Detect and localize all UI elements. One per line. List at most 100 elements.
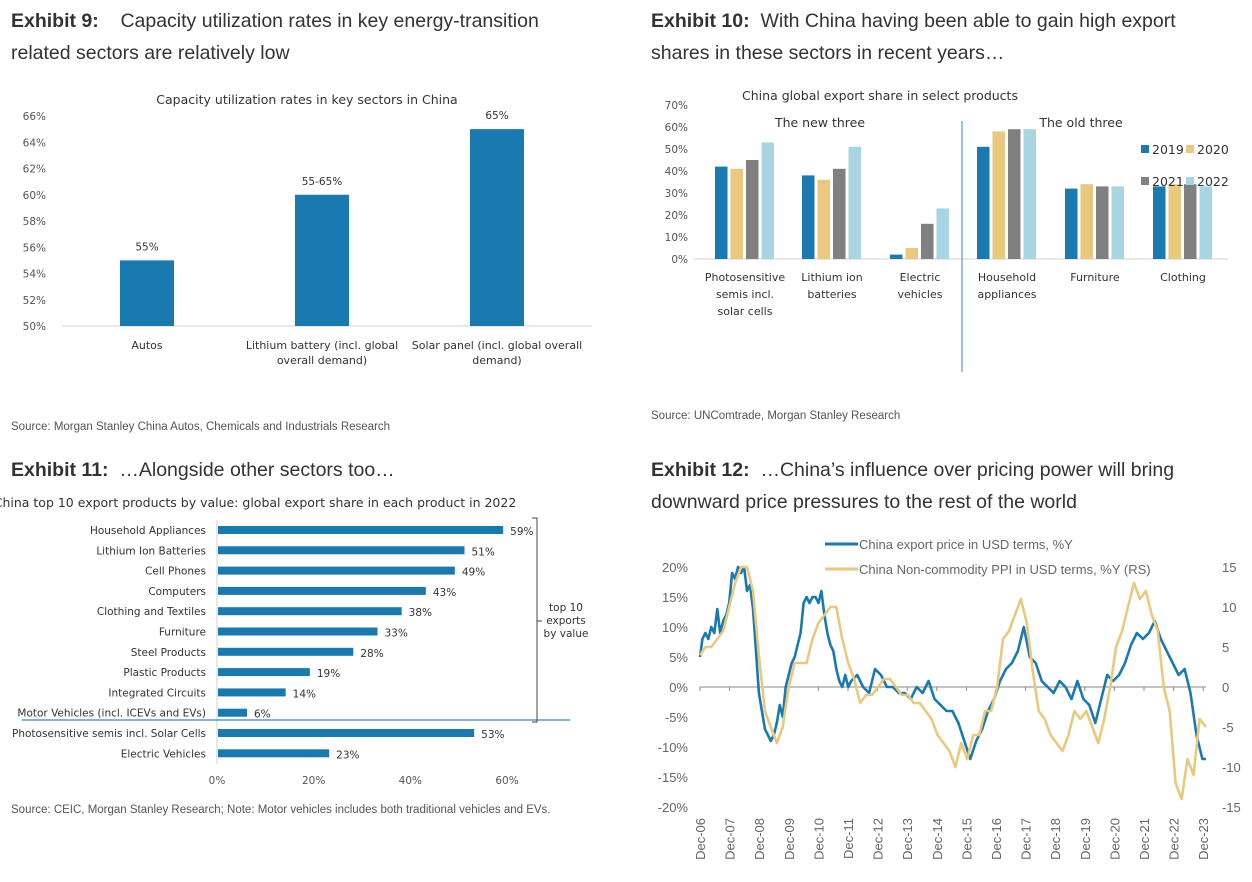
e11-bar <box>218 749 330 758</box>
e11-data-label: 6% <box>254 709 271 721</box>
e10-category-label: semis incl. <box>716 288 774 301</box>
e11-bar <box>218 688 286 697</box>
e9-chart-title: Capacity utilization rates in key sector… <box>156 92 457 107</box>
exhibit-11-source: Source: CEIC, Morgan Stanley Research; N… <box>11 804 551 816</box>
e10-bar-2020 <box>1080 184 1093 259</box>
e12-x-tick-label: Dec-09 <box>782 818 797 860</box>
e11-bar <box>218 566 455 575</box>
e12-right-tick-label: 15 <box>1222 560 1236 575</box>
e11-bar <box>218 546 465 555</box>
e11-data-label: 38% <box>409 607 432 619</box>
e11-chart-title: China top 10 export products by value: g… <box>0 495 516 510</box>
exhibit-10-title-line1: With China having been able to gain high… <box>760 10 1176 32</box>
e9-category-label: Autos <box>131 339 163 352</box>
e12-x-tick-label: Dec-22 <box>1167 818 1182 860</box>
e10-category-label: Lithium ion <box>801 271 862 284</box>
e11-bar <box>218 668 310 677</box>
e11-category-label: Clothing and Textiles <box>97 606 206 618</box>
e10-y-tick-label: 20% <box>665 210 688 222</box>
e10-y-tick-label: 10% <box>665 232 688 244</box>
e9-data-label: 65% <box>485 110 508 122</box>
e10-bar-2022 <box>848 146 861 259</box>
e11-x-tick-label: 40% <box>399 775 422 787</box>
e9-y-tick-label: 66% <box>23 111 46 123</box>
exhibit-10-heading: Exhibit 10: With China having been able … <box>651 5 1176 69</box>
exhibit-11-label: Exhibit 11: <box>11 459 109 481</box>
e10-y-tick-label: 30% <box>665 188 688 200</box>
e11-bar <box>218 708 247 717</box>
e10-legend-swatch-2020 <box>1186 145 1194 153</box>
e10-bar-2019 <box>1153 186 1166 259</box>
e11-data-label: 53% <box>481 729 504 741</box>
e10-category-label: solar cells <box>718 305 773 318</box>
e12-left-tick-label: 5% <box>669 650 688 665</box>
e10-bar-2019 <box>977 146 990 259</box>
e10-category-label: Furniture <box>1070 271 1120 284</box>
e11-bracket <box>532 517 538 723</box>
exhibit-12-title-line1: …China’s influence over pricing power wi… <box>760 459 1175 481</box>
e10-bar-2021 <box>921 223 934 259</box>
e10-category-label: batteries <box>807 288 856 301</box>
e9-y-tick-label: 54% <box>23 269 46 281</box>
e10-legend-swatch-2019 <box>1141 145 1149 153</box>
e10-legend-swatch-2022 <box>1186 177 1194 185</box>
e12-left-tick-label: 0% <box>669 680 688 695</box>
e11-data-label: 28% <box>360 648 383 660</box>
e10-bar-2021 <box>1096 186 1109 259</box>
e12-left-tick-label: -15% <box>658 770 689 785</box>
e12-right-tick-label: 10 <box>1222 600 1236 615</box>
e12-x-tick-label: Dec-17 <box>1019 818 1034 860</box>
exhibit-10-title-line2: shares in these sectors in recent years… <box>651 42 1005 64</box>
e10-y-tick-label: 50% <box>665 144 688 156</box>
e12-x-tick-label: Dec-19 <box>1078 818 1093 860</box>
e11-category-label: Photosensitive semis incl. Solar Cells <box>12 728 206 740</box>
e11-annotation: top 10 <box>549 602 583 614</box>
exhibit-12-heading: Exhibit 12: …China’s influence over pric… <box>651 454 1174 518</box>
exhibit-11-heading: Exhibit 11: …Alongside other sectors too… <box>11 454 395 486</box>
e12-x-tick-label: Dec-18 <box>1048 818 1063 860</box>
e10-bar-2022 <box>936 208 949 259</box>
e10-bar-2022 <box>761 142 774 259</box>
e10-bar-2022 <box>1023 129 1036 259</box>
e12-x-tick-label: Dec-16 <box>989 818 1004 860</box>
e10-category-label: appliances <box>977 288 1036 301</box>
e12-right-tick-label: 0 <box>1222 680 1229 695</box>
e11-data-label: 33% <box>385 628 408 640</box>
exhibit-12-title-line2: downward price pressures to the rest of … <box>651 491 1077 513</box>
e9-y-tick-label: 56% <box>23 242 46 254</box>
e12-x-tick-label: Dec-10 <box>811 818 826 860</box>
e11-data-label: 23% <box>336 749 359 761</box>
e10-bar-2019 <box>715 166 728 259</box>
e10-bar-2022 <box>1111 186 1124 259</box>
exhibit-10-source: Source: UNComtrade, Morgan Stanley Resea… <box>651 410 901 422</box>
e11-data-label: 43% <box>433 587 456 599</box>
e11-data-label: 14% <box>293 688 316 700</box>
e10-y-tick-label: 60% <box>665 122 688 134</box>
e10-group-label: The new three <box>774 115 865 130</box>
e11-category-label: Cell Phones <box>145 566 206 578</box>
e12-export-price-line <box>698 565 1206 761</box>
e12-x-tick-label: Dec-11 <box>841 818 856 859</box>
e11-category-label: Plastic Products <box>123 667 206 679</box>
e12-right-tick-label: -5 <box>1222 720 1234 735</box>
e9-y-tick-label: 62% <box>23 164 46 176</box>
e10-y-tick-label: 70% <box>665 100 688 112</box>
e11-bar <box>218 647 354 656</box>
e12-left-tick-label: 10% <box>662 620 688 635</box>
e11-annotation: exports <box>546 615 585 627</box>
exhibit-9-label: Exhibit 9: <box>11 10 99 32</box>
e10-legend-label: 2020 <box>1197 142 1229 157</box>
e10-bar-2021 <box>833 168 846 259</box>
e10-bar-2020 <box>817 179 830 259</box>
e9-category-label: Lithium battery (incl. global <box>246 339 398 352</box>
e10-bar-2020 <box>992 131 1005 259</box>
e11-category-label: Electric Vehicles <box>121 748 206 760</box>
exhibit-9-heading: Exhibit 9: Capacity utilization rates in… <box>11 5 539 69</box>
e11-bar <box>218 627 378 636</box>
e11-bar <box>218 729 475 737</box>
e9-bar <box>120 260 174 326</box>
e10-chart-title: China global export share in select prod… <box>742 88 1018 103</box>
e11-category-label: Lithium Ion Batteries <box>96 545 206 557</box>
e10-group-label: The old three <box>1038 115 1123 130</box>
